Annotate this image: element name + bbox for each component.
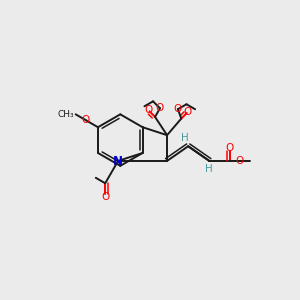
Text: CH₃: CH₃ (57, 110, 74, 119)
Text: H: H (206, 164, 213, 174)
Text: O: O (174, 104, 182, 114)
Text: N: N (113, 155, 123, 168)
Text: O: O (226, 143, 234, 153)
Text: O: O (236, 156, 244, 166)
Text: O: O (156, 103, 164, 113)
Text: O: O (101, 192, 109, 202)
Text: O: O (184, 107, 192, 117)
Text: H: H (182, 133, 189, 143)
Text: O: O (82, 115, 90, 125)
Text: O: O (144, 105, 153, 115)
